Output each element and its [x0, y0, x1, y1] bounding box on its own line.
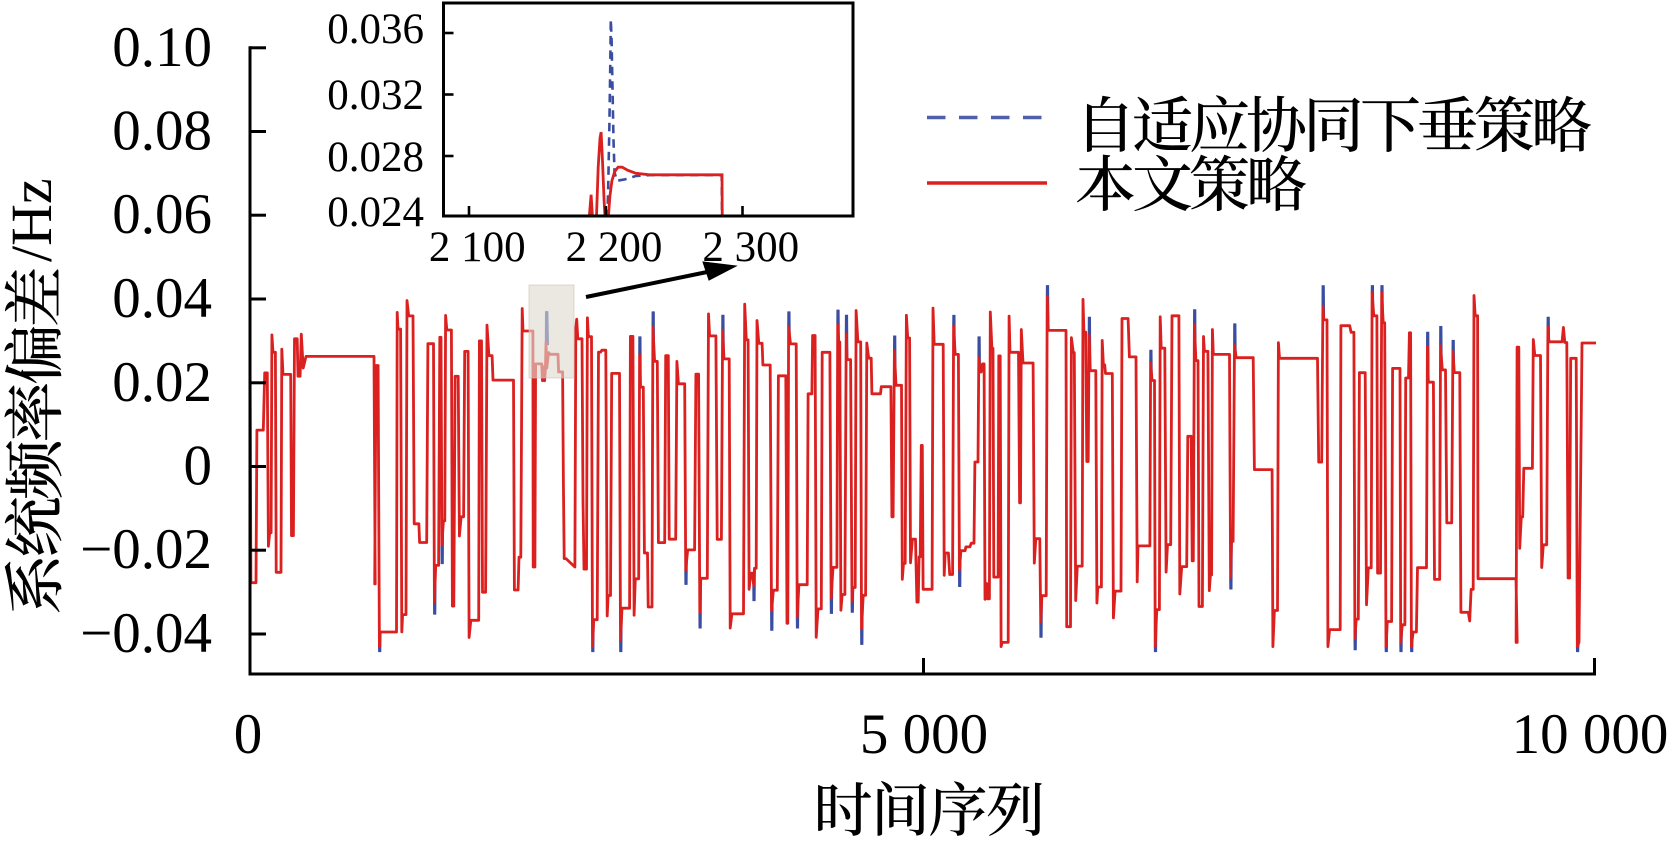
svg-text:2 100: 2 100	[429, 224, 526, 271]
svg-text:2 300: 2 300	[702, 224, 799, 271]
svg-text:10 000: 10 000	[1512, 703, 1669, 766]
svg-text:/Hz: /Hz	[0, 178, 64, 262]
svg-text:0.032: 0.032	[327, 72, 424, 119]
svg-text:0.024: 0.024	[327, 189, 424, 236]
svg-text:−0.04: −0.04	[80, 602, 212, 665]
svg-text:0.10: 0.10	[112, 16, 212, 79]
svg-text:−0.02: −0.02	[80, 518, 212, 581]
svg-text:0.028: 0.028	[327, 134, 424, 181]
svg-text:0: 0	[234, 703, 263, 766]
svg-text:0.02: 0.02	[112, 351, 212, 414]
svg-text:0.036: 0.036	[327, 6, 424, 53]
svg-text:0.06: 0.06	[112, 183, 212, 246]
svg-text:0.08: 0.08	[112, 100, 212, 163]
svg-text:5 000: 5 000	[860, 703, 988, 766]
svg-text:0.04: 0.04	[112, 267, 212, 330]
svg-text:2 200: 2 200	[566, 224, 663, 271]
svg-text:0: 0	[184, 435, 213, 498]
